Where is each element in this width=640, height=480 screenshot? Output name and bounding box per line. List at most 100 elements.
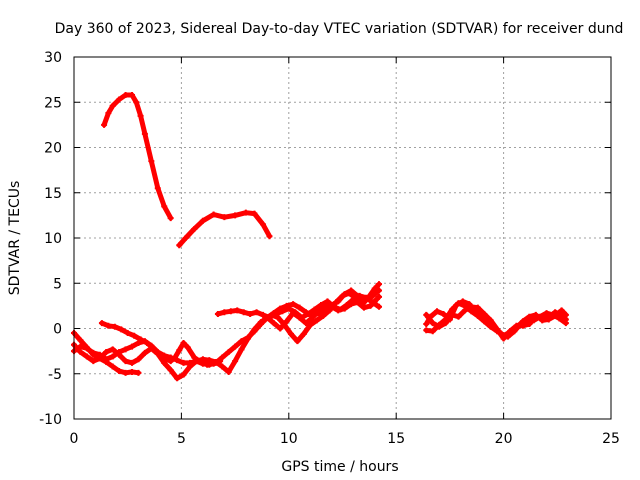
data-point-arc-5 — [167, 358, 174, 365]
data-point-arc-4 — [225, 368, 232, 375]
data-point-arc-11 — [494, 328, 501, 335]
data-point-arc-2 — [232, 212, 239, 219]
data-point-arc-9 — [434, 308, 441, 315]
data-point-arc-11 — [429, 328, 436, 335]
data-point-arc-7 — [253, 309, 260, 316]
data-point-arc-9 — [423, 320, 430, 327]
data-point-arc-8 — [255, 321, 262, 328]
y-tick-label: 20 — [44, 141, 62, 157]
data-point-arc-1 — [133, 99, 140, 106]
y-tick-label: 5 — [53, 276, 62, 292]
data-point-arc-11 — [539, 317, 546, 324]
data-point-arc-10 — [423, 311, 430, 318]
data-point-arc-6 — [116, 368, 123, 375]
data-point-arc-5 — [176, 347, 183, 354]
data-point-arc-8 — [294, 338, 301, 345]
data-point-arc-6 — [83, 344, 90, 351]
y-tick-label: -10 — [39, 412, 62, 428]
data-point-arc-10 — [455, 313, 462, 320]
data-point-arc-3 — [122, 346, 129, 353]
data-point-arc-10 — [481, 311, 488, 318]
data-point-arc-11 — [481, 318, 488, 325]
series-line-arc-1 — [101, 92, 174, 221]
data-point-arc-7 — [305, 311, 312, 318]
data-point-arc-5 — [191, 354, 198, 361]
data-point-arc-5 — [180, 339, 187, 346]
data-point-arc-2 — [176, 242, 183, 249]
data-point-arc-10 — [526, 320, 533, 327]
x-tick-label: 20 — [495, 431, 513, 447]
data-point-arc-5 — [137, 336, 144, 343]
data-point-arc-7 — [247, 311, 254, 318]
data-point-arc-4 — [309, 314, 316, 321]
data-point-arc-2 — [182, 235, 189, 241]
data-point-arc-3 — [225, 349, 232, 356]
data-point-arc-5 — [105, 322, 112, 329]
data-point-arc-1 — [161, 203, 168, 210]
data-point-arc-4 — [238, 346, 245, 353]
data-point-arc-6 — [103, 358, 110, 365]
y-tick-label: 15 — [44, 186, 62, 202]
y-tick-label: 30 — [44, 50, 62, 66]
data-point-arc-4 — [109, 346, 116, 353]
data-point-arc-6 — [128, 368, 135, 375]
data-point-arc-4 — [232, 358, 239, 365]
data-point-arc-5 — [197, 358, 204, 365]
data-point-arc-5 — [210, 360, 217, 367]
data-point-arc-6 — [135, 369, 142, 376]
data-point-arc-8 — [326, 307, 333, 314]
data-point-arc-7 — [260, 311, 267, 318]
data-point-arc-4 — [174, 375, 181, 382]
data-point-arc-7 — [240, 309, 247, 316]
data-point-arc-4 — [244, 335, 251, 342]
data-point-arc-7 — [324, 298, 331, 305]
data-point-arc-11 — [423, 327, 430, 334]
data-point-arc-3 — [296, 304, 303, 311]
data-point-arc-1 — [167, 215, 174, 222]
data-point-arc-8 — [345, 290, 352, 297]
x-tick-label: 0 — [70, 431, 79, 447]
data-point-arc-8 — [339, 292, 346, 299]
data-point-arc-7 — [356, 292, 363, 299]
data-point-arc-7 — [311, 306, 318, 313]
data-point-arc-5 — [204, 361, 211, 368]
data-point-arc-11 — [461, 302, 468, 309]
data-point-arc-4 — [141, 349, 148, 356]
data-point-arc-4 — [180, 371, 187, 378]
data-point-arc-7 — [221, 309, 228, 316]
data-point-arc-8 — [365, 294, 372, 301]
data-point-arc-11 — [519, 318, 526, 325]
y-tick-label: 0 — [53, 322, 62, 338]
data-point-arc-7 — [285, 305, 292, 312]
x-tick-label: 10 — [280, 431, 298, 447]
data-point-arc-2 — [221, 214, 228, 221]
data-point-arc-4 — [283, 318, 290, 325]
data-point-arc-11 — [500, 332, 507, 339]
data-point-arc-4 — [77, 349, 84, 356]
data-point-arc-7 — [369, 299, 376, 306]
data-point-arc-8 — [275, 314, 282, 321]
data-point-arc-1 — [154, 185, 161, 192]
data-point-arc-4 — [161, 359, 168, 366]
data-point-arc-5 — [131, 332, 138, 339]
data-point-arc-11 — [513, 324, 520, 331]
data-point-arc-5 — [217, 358, 224, 365]
data-point-arc-8 — [307, 321, 314, 328]
data-point-arc-1 — [128, 92, 135, 99]
data-point-arc-5 — [124, 330, 131, 337]
data-point-arc-11 — [474, 312, 481, 319]
data-point-arc-4 — [270, 320, 277, 327]
data-point-arc-11 — [455, 300, 462, 307]
data-point-arc-6 — [90, 351, 97, 358]
grid-lines — [74, 57, 611, 419]
y-axis-label: SDTVAR / TECUs — [7, 181, 23, 296]
data-point-arc-5 — [118, 326, 125, 333]
data-point-arc-8 — [352, 294, 359, 301]
data-point-arc-4 — [83, 353, 90, 360]
data-point-arc-8 — [281, 321, 288, 328]
data-point-arc-3 — [180, 359, 187, 366]
data-point-arc-8 — [333, 299, 340, 306]
data-point-arc-11 — [532, 311, 539, 318]
data-point-arc-2 — [199, 217, 206, 224]
